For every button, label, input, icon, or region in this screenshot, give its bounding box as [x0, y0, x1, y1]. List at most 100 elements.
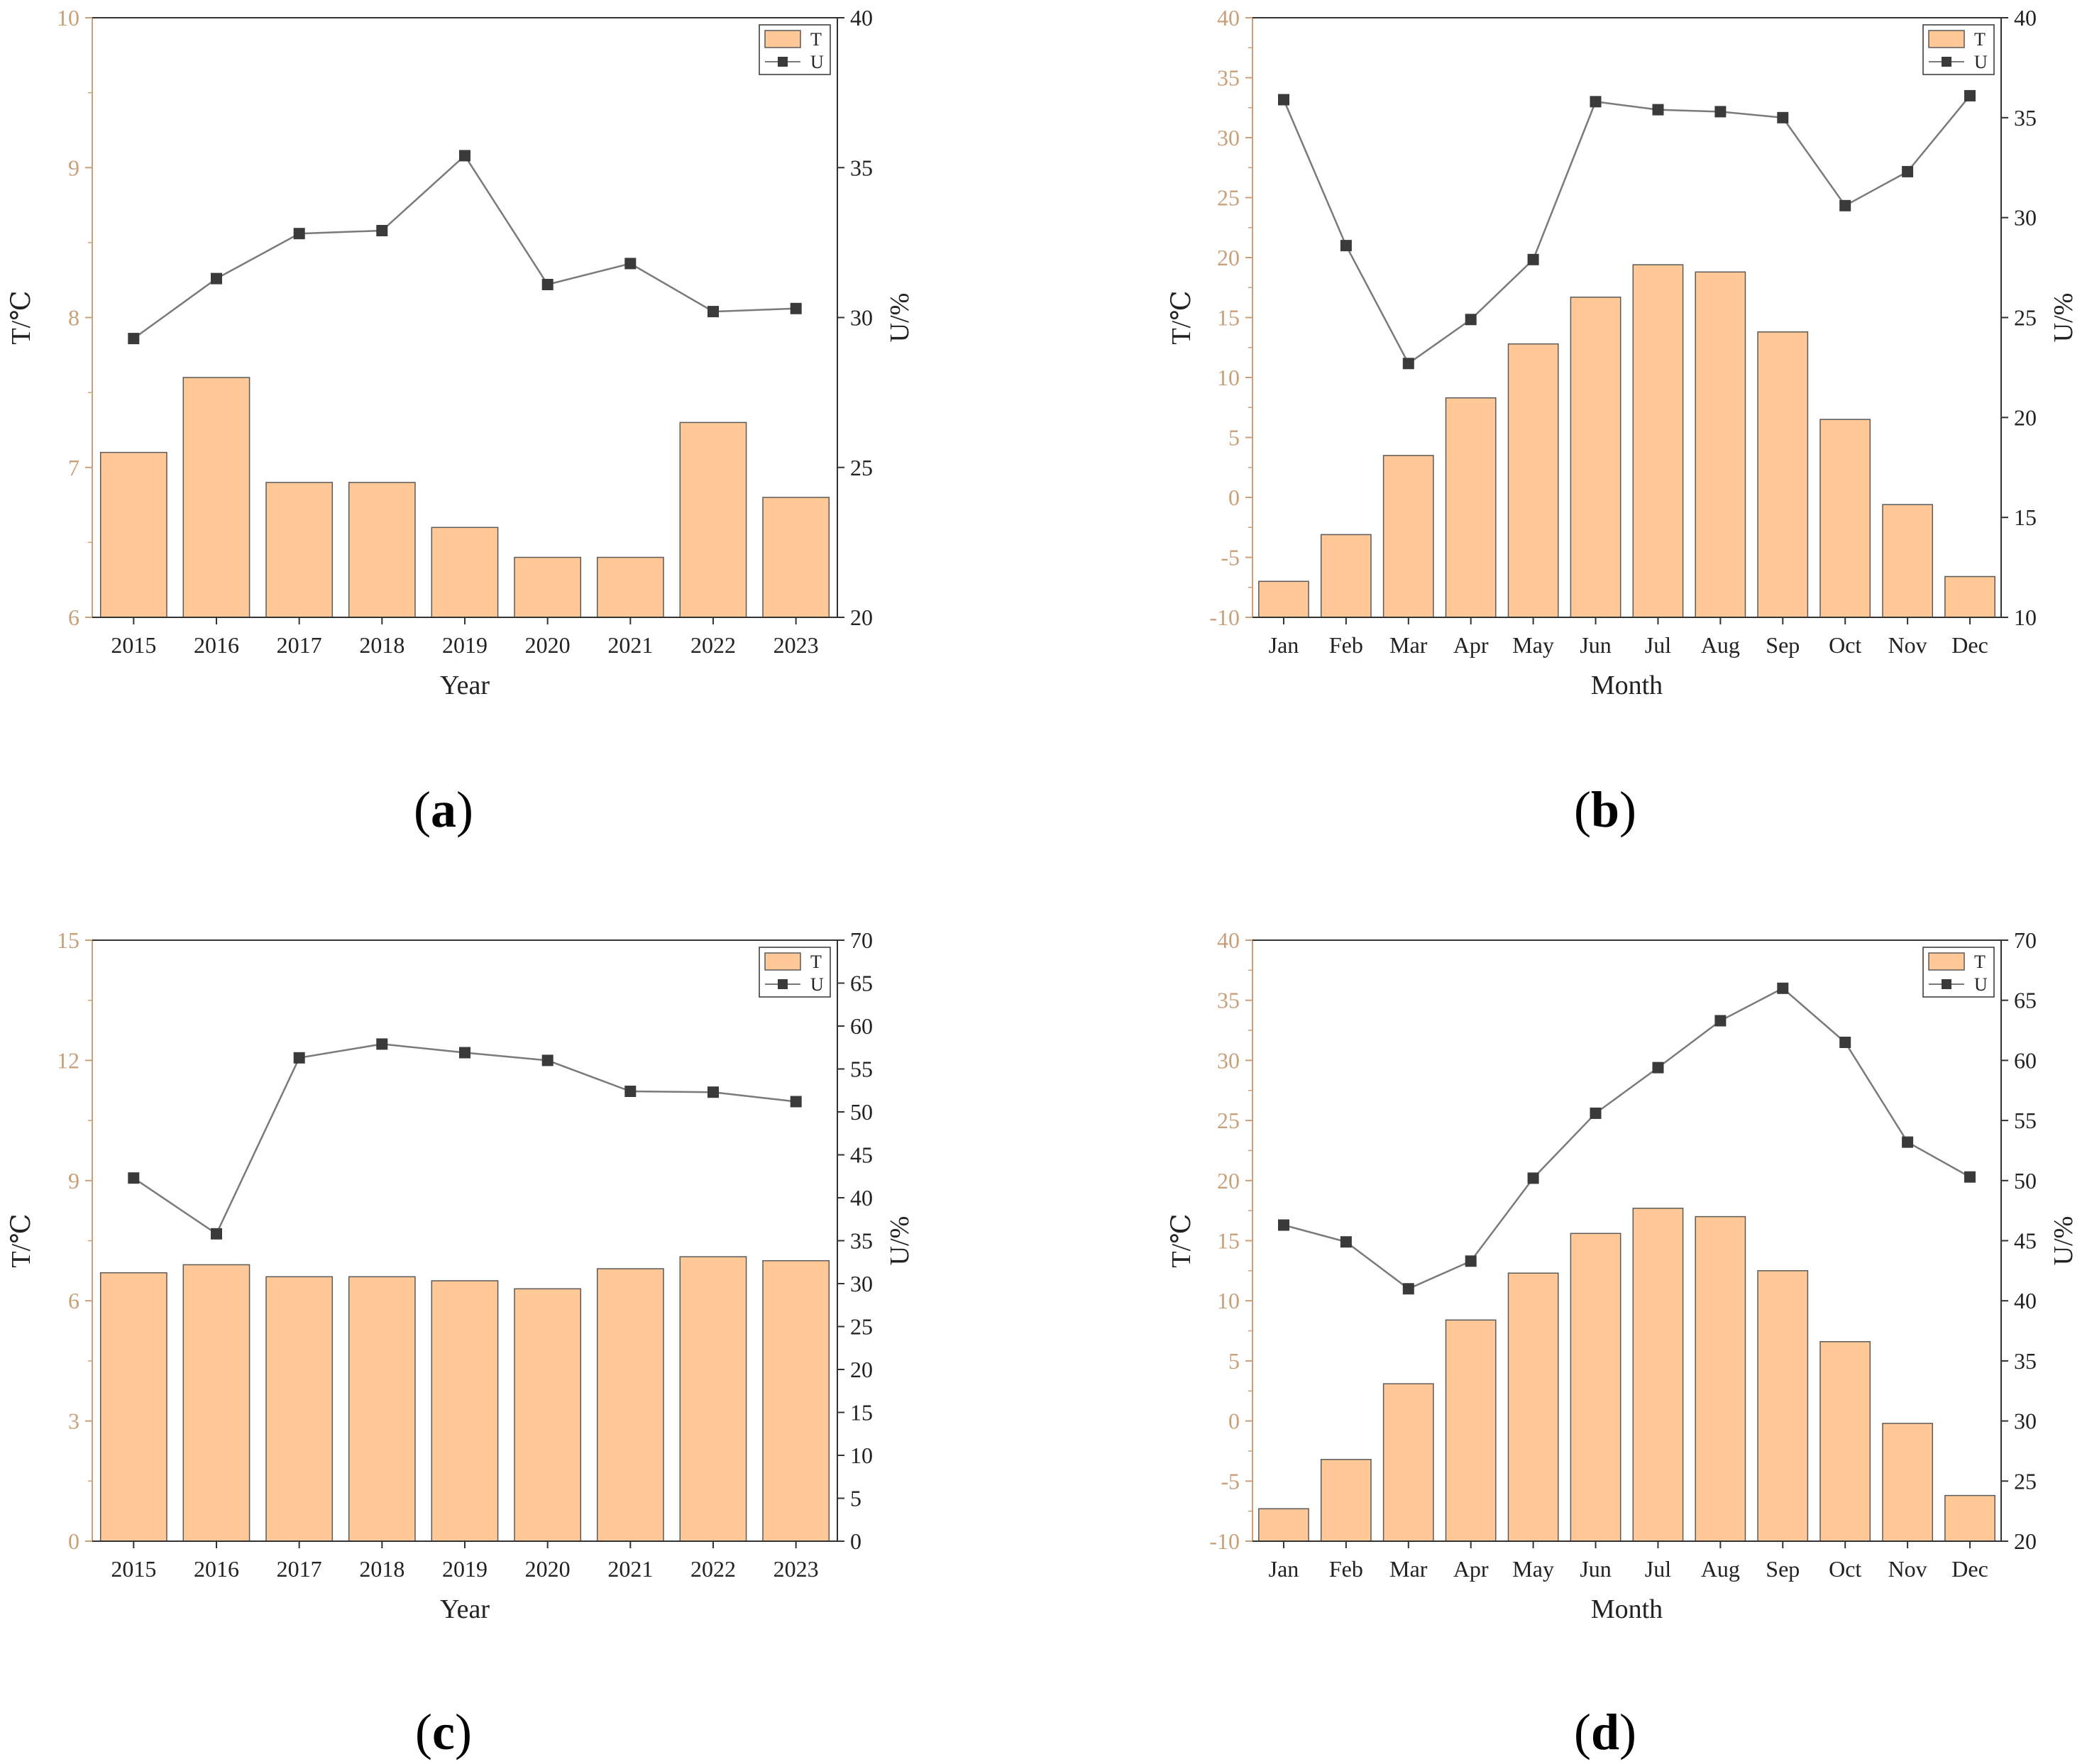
bar-Sep — [1757, 331, 1809, 618]
bar-Oct — [1819, 419, 1871, 618]
bar-2023 — [762, 1259, 830, 1542]
panel-label-b: (b) — [1574, 781, 1636, 838]
legend-label-U: U — [810, 52, 824, 72]
bar-2016 — [182, 377, 250, 618]
humidity-point-Dec — [1964, 1171, 1976, 1183]
x-tick-label: 2016 — [194, 1556, 239, 1582]
right-tick-label: 30 — [850, 1271, 873, 1296]
humidity-point-May — [1527, 1172, 1539, 1184]
bar-Nov — [1882, 1423, 1934, 1542]
left-tick-label: 15 — [1217, 1228, 1240, 1254]
right-tick-label: 20 — [2014, 404, 2037, 430]
bar-Aug — [1695, 1215, 1746, 1542]
left-tick-label: 20 — [1217, 245, 1240, 270]
left-tick-label: 0 — [1228, 485, 1240, 510]
bar-Jun — [1570, 1233, 1621, 1542]
legend: TU — [1922, 24, 1995, 75]
left-tick-label: 9 — [68, 155, 79, 180]
x-tick-label: Sep — [1766, 1556, 1800, 1582]
left-tick-label: 5 — [1228, 425, 1240, 451]
right-tick-label: 0 — [850, 1528, 861, 1554]
left-tick-label: 8 — [68, 305, 79, 331]
bar-2018 — [348, 482, 416, 618]
right-tick-label: 20 — [850, 1357, 873, 1382]
right-tick-label: 35 — [850, 1228, 873, 1254]
x-tick-label: May — [1512, 632, 1554, 658]
legend-marker-U — [778, 57, 788, 67]
bar-Jul — [1632, 264, 1684, 618]
bar-2022 — [679, 1256, 747, 1542]
bar-Sep — [1757, 1270, 1809, 1542]
left-tick-label: 6 — [68, 605, 79, 630]
x-tick-label: 2017 — [277, 632, 322, 658]
humidity-point-Mar — [1402, 358, 1414, 370]
right-tick-label: 50 — [2014, 1168, 2037, 1194]
humidity-point-Sep — [1777, 111, 1789, 123]
left-tick-label: 0 — [1228, 1409, 1240, 1434]
x-axis-title: Month — [1591, 1594, 1663, 1624]
left-tick-label: 20 — [1217, 1168, 1240, 1194]
right-tick-label: 15 — [850, 1400, 873, 1426]
right-tick-label: 25 — [850, 455, 873, 480]
humidity-point-2018 — [376, 1038, 388, 1050]
x-tick-label: Apr — [1453, 1556, 1489, 1582]
x-tick-label: 2022 — [690, 1556, 736, 1582]
bar-2021 — [596, 1268, 664, 1542]
left-tick-label: 40 — [1217, 5, 1240, 31]
bar-2018 — [348, 1276, 416, 1542]
x-tick-label: Dec — [1951, 632, 1988, 658]
legend: TU — [759, 947, 831, 998]
legend-label-T: T — [810, 952, 822, 972]
humidity-point-Jun — [1590, 1107, 1602, 1119]
right-tick-label: 55 — [850, 1057, 873, 1082]
humidity-point-2023 — [790, 302, 802, 314]
humidity-point-2022 — [707, 306, 719, 318]
right-tick-label: 65 — [850, 971, 873, 996]
left-tick-label: 10 — [1217, 1288, 1240, 1313]
bar-Mar — [1382, 1383, 1434, 1542]
legend-label-T: T — [1974, 29, 1986, 50]
right-tick-label: 60 — [850, 1013, 873, 1039]
humidity-point-2020 — [541, 279, 554, 290]
x-tick-label: 2017 — [277, 1556, 322, 1582]
panel-b-chart: -10 -5 0 5 10 15 20 25 30 35 40 10 15 20 25 30 35 40 Jan Fe… — [1167, 5, 2078, 700]
legend-label-T: T — [810, 29, 822, 50]
humidity-point-2019 — [459, 150, 470, 162]
x-tick-label: Jan — [1269, 1556, 1299, 1582]
left-axis-title: T/℃ — [6, 290, 36, 344]
x-tick-label: 2016 — [194, 632, 239, 658]
left-tick-label: 35 — [1217, 988, 1240, 1013]
bar-2019 — [431, 1280, 499, 1542]
legend-marker-U — [1942, 57, 1951, 67]
bar-May — [1507, 343, 1559, 618]
right-tick-label: 30 — [2014, 205, 2037, 231]
x-tick-label: Aug — [1701, 1556, 1740, 1582]
x-axis-title: Month — [1591, 671, 1663, 700]
legend-swatch-T — [764, 30, 801, 48]
x-tick-label: Aug — [1701, 632, 1740, 658]
legend-swatch-T — [1928, 30, 1965, 48]
bar-2015 — [99, 451, 167, 618]
bar-Aug — [1695, 271, 1746, 618]
right-tick-label: 65 — [2014, 988, 2037, 1013]
x-tick-label: Feb — [1329, 632, 1363, 658]
left-tick-label: -10 — [1209, 1528, 1240, 1554]
right-tick-label: 25 — [2014, 305, 2037, 331]
right-axis-title: U/% — [885, 293, 915, 343]
left-tick-label: 6 — [68, 1288, 79, 1313]
right-tick-label: 15 — [2014, 505, 2037, 530]
bar-2023 — [762, 497, 830, 618]
x-tick-label: 2018 — [359, 1556, 404, 1582]
right-axis-title: U/% — [885, 1216, 915, 1266]
right-tick-label: 20 — [850, 605, 873, 630]
left-tick-label: 30 — [1217, 125, 1240, 150]
right-tick-label: 5 — [850, 1486, 861, 1511]
x-tick-label: 2018 — [359, 632, 404, 658]
right-tick-label: 40 — [2014, 1288, 2037, 1313]
panel-a-chart: 6 7 8 9 10 20 25 30 35 40 2015 2016 2017 2018 2019 2020… — [6, 5, 915, 700]
humidity-point-Jul — [1652, 104, 1664, 116]
right-tick-label: 70 — [2014, 927, 2037, 953]
bar-2019 — [431, 527, 499, 618]
x-tick-label: Jul — [1645, 632, 1671, 658]
